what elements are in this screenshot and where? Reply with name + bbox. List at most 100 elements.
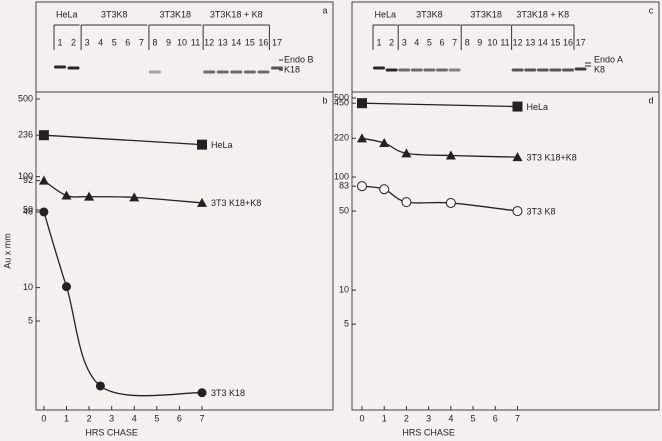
lane-number: 3 [402, 37, 407, 47]
panel-letter: a [322, 5, 327, 15]
gel-band [373, 66, 385, 70]
x-tick-label: 0 [41, 413, 46, 423]
band-label: K8 [594, 64, 605, 74]
gel-band [436, 68, 448, 72]
marker [61, 190, 72, 200]
gel-band [410, 68, 423, 72]
lane-group-label: 3T3K8 [416, 9, 443, 19]
y-tick-label: 5 [28, 315, 33, 325]
lane-number: 16 [258, 37, 268, 47]
lane-number: 7 [139, 37, 144, 47]
plot-frame [35, 91, 334, 411]
lane-number: 10 [177, 37, 187, 47]
gel-band [536, 68, 549, 72]
marker [197, 388, 207, 398]
gel-band [230, 70, 243, 74]
y-tick-label: 236 [18, 130, 33, 140]
lane-group-label: 3T3K8 [101, 9, 128, 19]
x-tick-label: 2 [87, 413, 92, 423]
lane-number: 1 [376, 37, 381, 47]
series-label: 3T3 K18 [211, 388, 245, 398]
marker [39, 207, 49, 217]
marker [445, 197, 456, 208]
marker [512, 206, 523, 217]
marker [61, 282, 71, 292]
marker [197, 139, 208, 150]
marker [197, 197, 208, 207]
x-axis-label: HRS CHASE [85, 427, 138, 437]
x-tick-label: 6 [493, 413, 498, 423]
series-line [43, 211, 203, 397]
x-tick-label: 0 [359, 413, 364, 423]
gel-band [148, 70, 161, 74]
x-tick-label: 4 [132, 413, 137, 423]
lane-group-label: HeLa [375, 9, 397, 19]
lane-group-label: HeLa [56, 9, 78, 19]
gel-band [270, 66, 283, 70]
gel-band [511, 68, 524, 72]
lane-number: 15 [245, 37, 255, 47]
series-label: 3T3 K18+K8 [526, 152, 576, 162]
series-label: 3T3 K18+K8 [211, 198, 261, 208]
lane-group-label: 3T3K18 + K8 [516, 9, 569, 19]
band-label: K18 [284, 64, 300, 74]
lane-number: 12 [204, 37, 214, 47]
x-axis-label: HRS CHASE [402, 427, 455, 437]
band-label: Endo A [594, 54, 623, 64]
y-axis-label: Au x mm [2, 233, 12, 269]
y-tick-label: 500 [18, 93, 33, 103]
y-tick-label: 10 [23, 282, 33, 292]
lane-number: 6 [439, 37, 444, 47]
gel-band [385, 68, 398, 72]
x-tick-label: 7 [515, 413, 520, 423]
marker [445, 150, 456, 160]
gel-band [243, 70, 256, 74]
lane-number: 17 [576, 37, 586, 47]
lane-number: 12 [513, 37, 523, 47]
gel-band [574, 67, 587, 71]
y-tick-label: 83 [339, 181, 349, 191]
band-label: Endo B [284, 54, 314, 64]
marker [84, 191, 95, 201]
lane-number: 5 [112, 37, 117, 47]
marker [379, 184, 390, 195]
lane-number: 13 [525, 37, 535, 47]
y-tick-label: 100 [334, 171, 349, 181]
y-tick-label: 50 [339, 205, 349, 215]
y-tick-label: 500 [334, 92, 349, 102]
lane-number: 16 [563, 37, 573, 47]
x-tick-label: 2 [404, 413, 409, 423]
gel-band [549, 68, 562, 72]
series-line [361, 102, 518, 108]
lane-number: 15 [550, 37, 560, 47]
lane-number: 8 [152, 37, 157, 47]
y-tick-label: 450 [334, 98, 349, 108]
marker [356, 133, 367, 143]
x-tick-label: 7 [199, 413, 204, 423]
y-tick-label: 50 [23, 204, 33, 214]
panel-letter: c [649, 5, 654, 15]
lane-number: 13 [218, 37, 228, 47]
lane-number: 3 [85, 37, 90, 47]
panel-letter: d [648, 95, 653, 105]
gel-band [67, 66, 80, 70]
panel-letter: b [322, 95, 327, 105]
marker [401, 148, 412, 158]
x-tick-label: 1 [382, 413, 387, 423]
gel-band [423, 68, 436, 72]
lane-number: 11 [191, 37, 200, 47]
x-tick-label: 5 [154, 413, 159, 423]
y-tick-label: 220 [334, 133, 349, 143]
y-tick-label: 92 [23, 175, 33, 185]
lane-number: 14 [538, 37, 548, 47]
marker [129, 192, 140, 202]
y-tick-label: 5 [344, 319, 349, 329]
lane-group-label: 3T3K18 + K8 [210, 9, 263, 19]
marker [379, 137, 390, 147]
x-tick-label: 3 [426, 413, 431, 423]
gel-band [524, 68, 537, 72]
series-label: 3T3 K8 [526, 206, 555, 216]
marker [38, 175, 49, 185]
